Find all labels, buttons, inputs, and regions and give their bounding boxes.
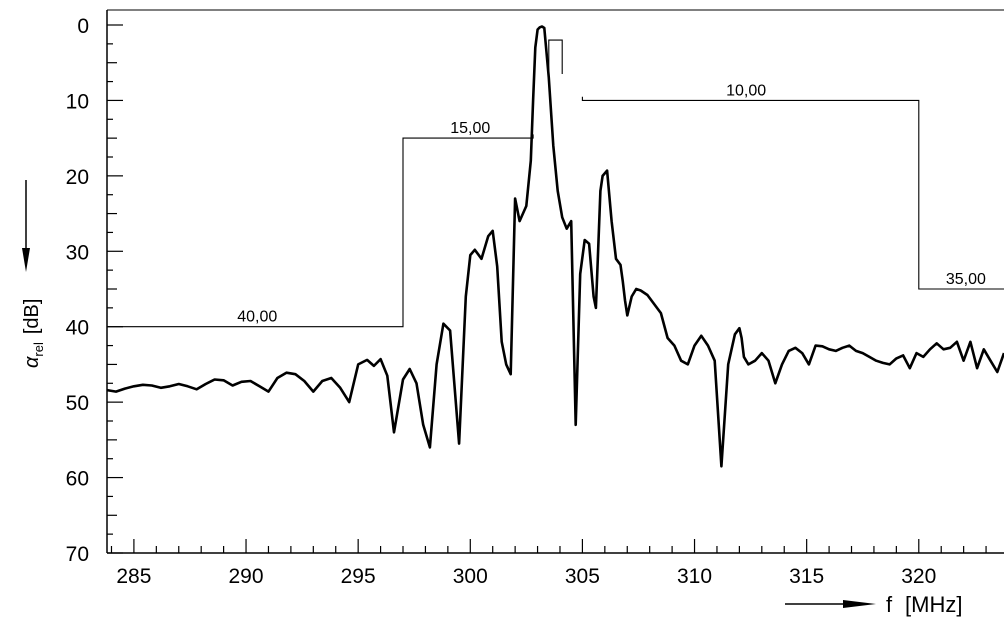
- x-tick-label: 300: [453, 565, 488, 588]
- x-tick-label: 315: [789, 565, 824, 588]
- y-tick-label: 70: [66, 543, 89, 566]
- y-tick-label: 20: [66, 166, 89, 189]
- mask-labels: 40,00 15,00 10,00 35,00: [237, 82, 986, 325]
- y-axis-ticks: 0 10 20 30 40 50 60 70: [66, 15, 123, 566]
- y-tick-label: 40: [66, 317, 89, 340]
- mask-label: 10,00: [726, 82, 766, 99]
- y-axis-arrow: [22, 180, 30, 272]
- x-tick-label: 310: [677, 565, 712, 588]
- x-axis-ticks: 285 290 295 300 305 310 315 320: [110, 539, 987, 588]
- y-tick-label: 50: [66, 392, 89, 415]
- y-tick-label: 60: [66, 468, 89, 491]
- y-tick-label: 0: [77, 15, 89, 38]
- y-tick-label: 30: [66, 241, 89, 264]
- mask-label: 40,00: [237, 309, 277, 326]
- mask-line-1: [581, 96, 1004, 290]
- mask-line-2: [548, 39, 563, 74]
- mask-label: 15,00: [450, 120, 490, 137]
- x-tick-label: 320: [901, 565, 936, 588]
- x-tick-label: 290: [229, 565, 264, 588]
- mask-label: 35,00: [946, 271, 986, 288]
- plot-frame: [106, 9, 1004, 554]
- x-axis-symbol: f: [886, 592, 893, 617]
- series-group: [106, 25, 1004, 468]
- tolerance-masks: [107, 39, 1004, 328]
- x-tick-label: 295: [341, 565, 376, 588]
- x-tick-label: 305: [565, 565, 600, 588]
- x-axis-unit: [MHz]: [905, 592, 962, 617]
- svg-text:αrel[dB]: αrel [dB]: [21, 299, 46, 368]
- x-axis-arrow: [785, 600, 876, 608]
- y-axis-unit: [dB]: [21, 299, 43, 335]
- y-axis-subscript: rel: [31, 342, 46, 357]
- mask-line-0: [107, 134, 534, 328]
- x-tick-label: 285: [116, 565, 151, 588]
- y-tick-label: 10: [66, 90, 89, 113]
- y-axis-label: αrel [dB]: [21, 299, 46, 368]
- series-line-0: [106, 25, 1004, 468]
- y-axis-symbol: α: [21, 356, 43, 368]
